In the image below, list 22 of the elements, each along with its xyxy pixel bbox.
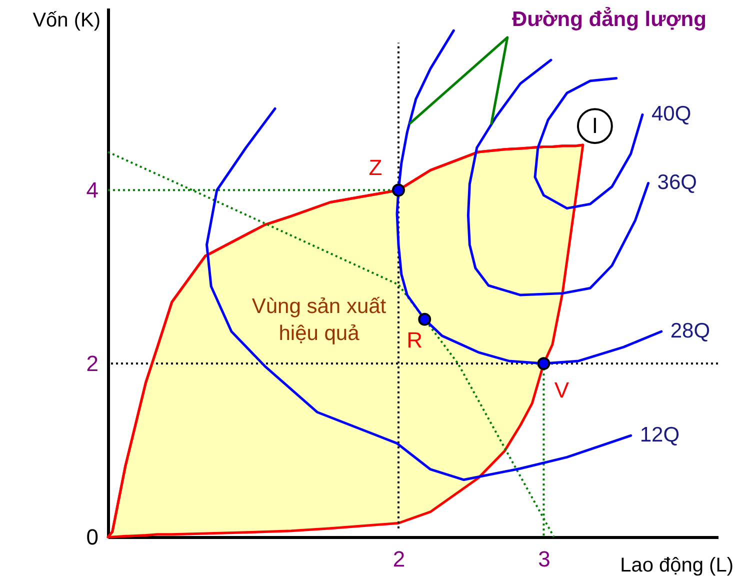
line-series bbox=[466, 58, 650, 296]
series-label: 40Q bbox=[651, 102, 692, 126]
series-label: 28Q bbox=[670, 319, 710, 342]
annotation: Z bbox=[368, 155, 382, 180]
y-tick-label: 0 bbox=[86, 524, 98, 550]
point bbox=[392, 184, 405, 197]
annotation: Đường đẳng lượng bbox=[512, 6, 706, 31]
annotation: Vùng sản xuất hiệu quả bbox=[252, 295, 386, 345]
line-series bbox=[534, 76, 644, 210]
y-axis-title: Vốn (K) bbox=[32, 10, 100, 32]
y-tick-label: 2 bbox=[86, 351, 98, 376]
annotation: I bbox=[592, 113, 598, 138]
point bbox=[418, 312, 432, 326]
annotation: V bbox=[554, 378, 570, 403]
series-label: 36Q bbox=[657, 171, 697, 194]
annotation: R bbox=[406, 327, 423, 352]
line-series bbox=[206, 107, 632, 482]
series-label: 12Q bbox=[640, 424, 680, 447]
point bbox=[537, 357, 550, 370]
x-axis-title: Lao động (L) bbox=[620, 554, 734, 576]
x-tick-label: 3 bbox=[538, 546, 550, 572]
y-tick-label: 4 bbox=[86, 178, 98, 203]
